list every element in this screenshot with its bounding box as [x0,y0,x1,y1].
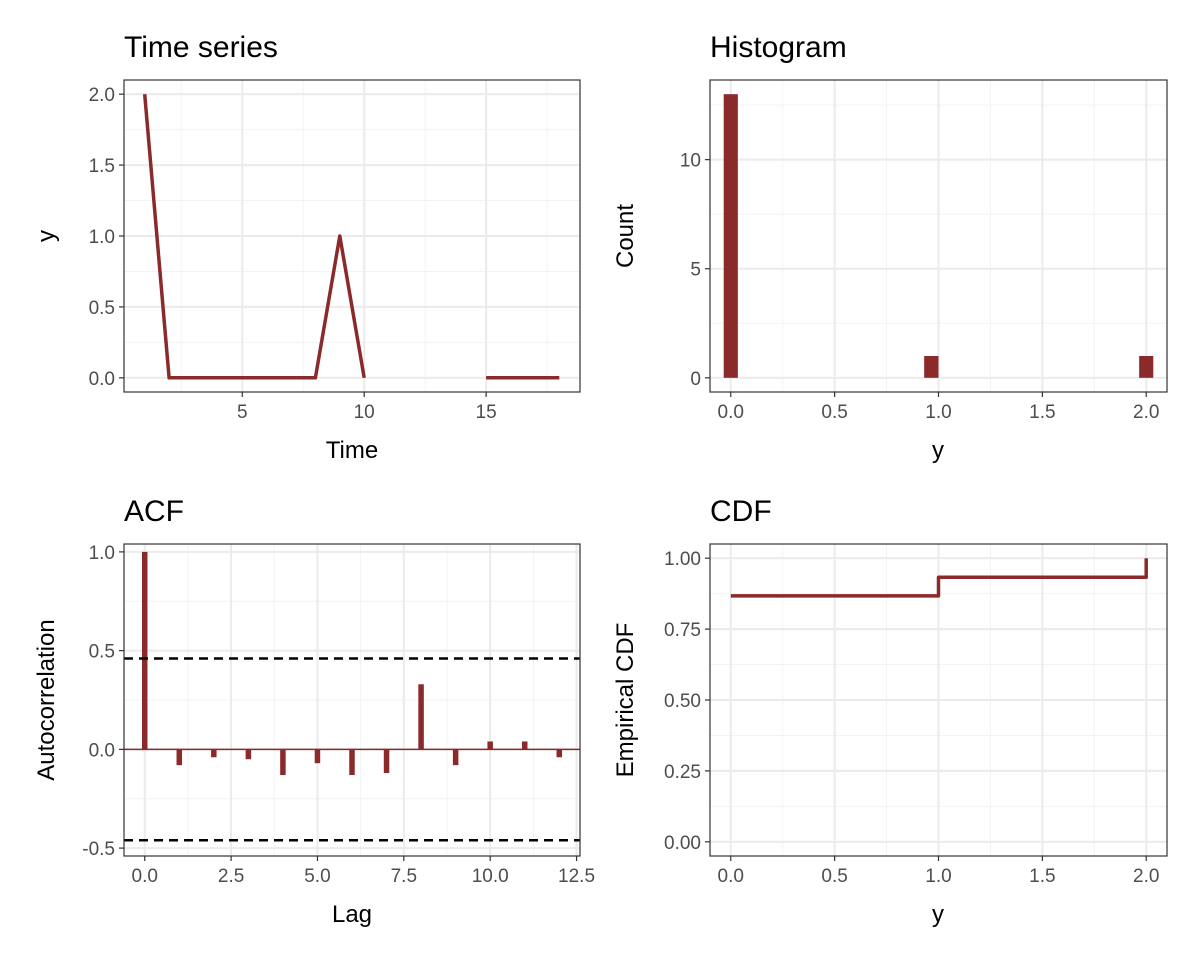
histogram-bar [723,94,738,378]
acf-xtick-label: 0.0 [132,866,158,887]
cdf-ylabel: Empirical CDF [612,623,639,778]
cdf-ytick-label: 1.00 [664,549,701,570]
time-series-line [142,94,366,380]
cdf-ytick-label: 0.75 [664,620,701,641]
cdf-step-line [730,558,1148,598]
time-series-ytick-label: 1.5 [89,156,115,177]
acf-xtick-label: 5.0 [304,866,330,887]
histogram-grid [710,80,1167,392]
histogram-title: Histogram [710,31,847,64]
histogram-panel: Histogram y Count 0.0 0.5 1.0 1.5 2.0 0 5 10 [612,31,1168,464]
time-series-title: Time series [124,31,278,64]
histogram-ytick-label: 5 [690,260,701,281]
acf-ticks: 0.0 2.5 5.0 7.5 10.0 12.5 -0.5 0.0 0.5 1.0 [82,543,595,887]
acf-xtick-label: 10.0 [472,866,509,887]
time-series-panel: Time series Time y 5 10 15 0.0 0.5 1.0 1.5 2.0 [33,31,581,464]
time-series-xtick-label: 15 [476,402,497,423]
cdf-ytick-label: 0.25 [664,762,701,783]
acf-title: ACF [124,495,184,528]
cdf-title: CDF [710,495,772,528]
time-series-panel-border [123,79,581,393]
histogram-ytick-label: 0 [690,369,701,390]
cdf-xlabel: y [932,901,944,928]
cdf-ytick-label: 0.50 [664,691,701,712]
acf-ytick-label: -0.5 [82,839,115,860]
acf-panel: ACF Lag Autocorrelation 0.0 2.5 5.0 7.5 10.0… [33,495,595,928]
cdf-xtick-label: 1.0 [925,866,951,887]
time-series-ytick-label: 0.5 [89,298,115,319]
histogram-ytick-label: 10 [680,151,701,172]
acf-xtick-label: 2.5 [218,866,244,887]
histogram-ylabel: Count [612,204,639,268]
time-series-ticks: 5 10 15 0.0 0.5 1.0 1.5 2.0 [89,85,497,423]
acf-ytick-label: 1.0 [89,543,115,564]
acf-ylabel: Autocorrelation [33,619,60,780]
time-series-grid [124,80,580,392]
histogram-ticks: 0.0 0.5 1.0 1.5 2.0 0 5 10 [680,151,1160,423]
cdf-xtick-label: 0.5 [821,866,847,887]
cdf-xtick-label: 0.0 [718,866,744,887]
cdf-ytick-label: 0.00 [664,833,701,854]
acf-ytick-label: 0.5 [89,642,115,663]
cdf-panel-border [709,543,1168,857]
time-series-ytick-label: 2.0 [89,85,115,106]
cdf-panel: CDF y Empirical CDF 0.0 0.5 1.0 1.5 2.00.000… [612,495,1168,928]
histogram-xtick-label: 0.0 [718,402,744,423]
cdf-xtick-label: 1.5 [1029,866,1055,887]
cdf-grid [710,544,1167,856]
histogram-xlabel: y [932,437,944,464]
histogram-bar [924,356,939,378]
histogram-xtick-label: 1.0 [925,402,951,423]
histogram-xtick-label: 2.0 [1133,402,1159,423]
histogram-xtick-label: 1.5 [1029,402,1055,423]
acf-panel-border [123,543,581,857]
histogram-xtick-label: 0.5 [821,402,847,423]
acf-ytick-label: 0.0 [89,740,115,761]
time-series-xlabel: Time [326,437,378,464]
cdf-ticks: 0.0 0.5 1.0 1.5 2.0 0.00 0.25 0.50 0.75 1.00 [664,549,1159,887]
histogram-panel-border [709,79,1168,393]
histogram-bar [1139,356,1154,378]
time-series-xtick-label: 5 [237,402,248,423]
time-series-ytick-label: 1.0 [89,227,115,248]
time-series-ytick-label: 0.0 [89,369,115,390]
acf-xtick-label: 7.5 [391,866,417,887]
acf-xlabel: Lag [332,901,372,928]
cdf-xtick-label: 2.0 [1133,866,1159,887]
time-series-ylabel: y [33,230,60,242]
acf-xtick-label: 12.5 [558,866,595,887]
time-series-xtick-label: 10 [354,402,375,423]
